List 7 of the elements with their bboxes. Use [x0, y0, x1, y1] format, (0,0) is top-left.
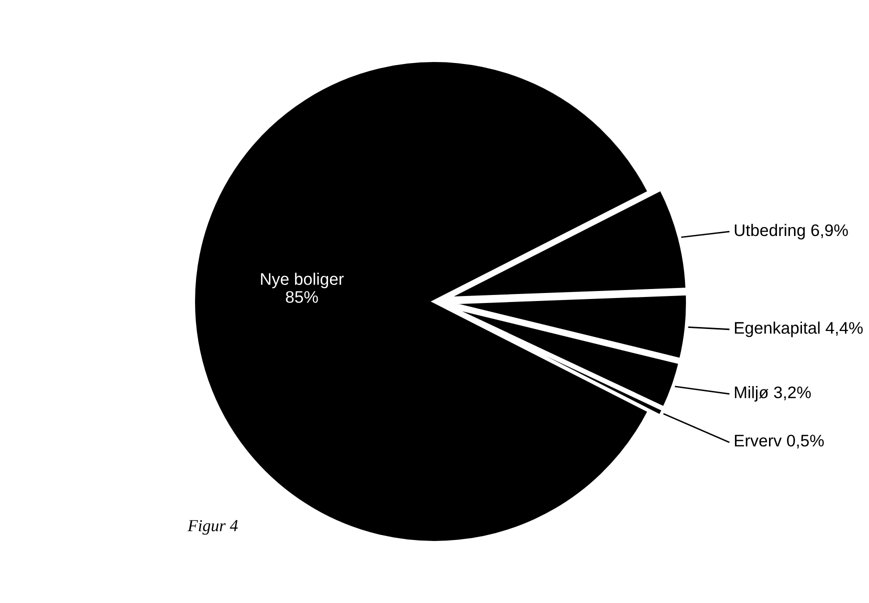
- slice-label: Utbedring 6,9%: [734, 224, 848, 240]
- slice-label: Egenkapital 4,4%: [734, 322, 863, 338]
- slice-label: Miljø 3,2%: [734, 386, 811, 402]
- text: Figur 4: [188, 520, 238, 535]
- slice-label: Erverv 0,5%: [734, 434, 824, 448]
- slice-label: Nye boliger: [261, 272, 344, 288]
- data-label: 85%: [286, 291, 318, 303]
